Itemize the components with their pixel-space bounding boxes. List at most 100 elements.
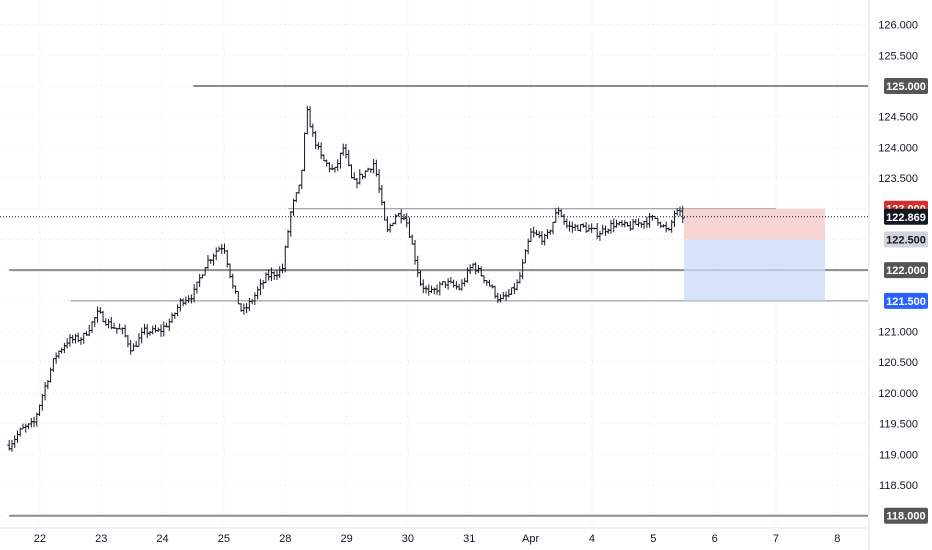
- ohlc-bar: [578, 224, 583, 232]
- ohlc-bar: [581, 223, 586, 228]
- ohlc-bar: [647, 213, 652, 228]
- ohlc-bar: [252, 292, 257, 305]
- price-label-badge: 122.500: [884, 231, 928, 248]
- ohlc-bar: [194, 281, 199, 294]
- ohlc-bar: [352, 172, 357, 180]
- ohlc-bar: [451, 279, 456, 288]
- ohlc-bar: [620, 220, 625, 227]
- ohlc-bar: [142, 323, 147, 335]
- ohlc-bar: [631, 218, 636, 230]
- ohlc-bar: [15, 430, 20, 443]
- ohlc-bar: [247, 297, 252, 312]
- ohlc-bar: [106, 319, 111, 329]
- ohlc-bar: [424, 285, 429, 294]
- ohlc-bar: [67, 334, 72, 347]
- ohlc-bar: [551, 221, 556, 235]
- ohlc-bar: [203, 267, 208, 276]
- ohlc-bar: [214, 247, 219, 261]
- price-tick-label: 124.500: [878, 112, 918, 124]
- ohlc-bar: [644, 216, 649, 228]
- stop-loss-zone: [683, 208, 826, 240]
- short-position-tool[interactable]: [683, 208, 826, 301]
- ohlc-bar: [131, 343, 136, 352]
- ohlc-bar: [435, 284, 440, 295]
- ohlc-bar: [294, 192, 299, 203]
- ohlc-bar: [421, 279, 426, 294]
- badge-label: 122.000: [886, 265, 926, 277]
- ohlc-bar: [211, 253, 216, 266]
- ohlc-bar: [559, 209, 564, 217]
- ohlc-bar: [548, 229, 553, 235]
- ohlc-bar: [672, 210, 677, 228]
- ohlc-bar: [40, 393, 45, 411]
- ohlc-bar: [250, 298, 255, 305]
- badge-background: [884, 507, 928, 524]
- badge-background: [884, 77, 928, 94]
- ohlc-bar: [664, 221, 669, 233]
- time-tick-label: 25: [218, 533, 230, 545]
- time-axis[interactable]: 22 23 24 25 28 29 30 31 Apr 4 5 6 7 8: [34, 533, 841, 545]
- ohlc-bar: [606, 228, 611, 234]
- ohlc-bar: [332, 166, 337, 173]
- ohlc-bar: [335, 159, 340, 171]
- price-axis[interactable]: 126.000 125.500 124.500 124.000 123.500 121.0…: [878, 20, 928, 524]
- price-label-badge: 122.869: [884, 208, 928, 225]
- price-tick-label: 120.000: [878, 388, 918, 400]
- ohlc-bar: [426, 284, 431, 296]
- ohlc-bar: [495, 292, 500, 304]
- ohlc-bar: [658, 221, 663, 229]
- time-tick-label: Apr: [522, 533, 539, 545]
- ohlc-bar: [319, 142, 324, 160]
- price-tick-label: 119.000: [879, 449, 918, 461]
- axis-separators: [0, 0, 870, 550]
- ohlc-bar: [537, 231, 542, 239]
- ohlc-bar: [603, 225, 608, 236]
- price-label-badge: 121.500: [884, 292, 928, 309]
- ohlc-bar: [241, 303, 246, 315]
- time-tick-label: 31: [463, 533, 475, 545]
- ohlc-bar: [481, 275, 486, 284]
- ohlc-bar: [286, 229, 291, 248]
- price-tick-label: 123.500: [878, 173, 918, 185]
- ohlc-bar: [181, 298, 186, 307]
- ohlc-bar: [109, 316, 114, 330]
- ohlc-bar: [288, 210, 293, 237]
- ohlc-bar: [377, 169, 382, 194]
- ohlc-bar: [197, 273, 202, 288]
- ohlc-bar: [432, 287, 437, 295]
- ohlc-bar: [553, 208, 558, 223]
- time-tick-label: 7: [773, 533, 779, 545]
- ohlc-bar: [258, 279, 263, 296]
- ohlc-bar: [167, 318, 172, 331]
- ohlc-bar: [90, 321, 95, 333]
- ohlc-bar: [54, 352, 59, 364]
- ohlc-bar: [291, 198, 296, 216]
- ohlc-bar: [37, 404, 42, 416]
- ohlc-bar: [343, 143, 348, 159]
- ohlc-bar: [473, 262, 478, 275]
- ohlc-bar: [418, 270, 423, 286]
- badge-label: 118.000: [886, 511, 925, 523]
- ohlc-bar: [192, 284, 197, 303]
- ohlc-bar: [562, 213, 567, 225]
- ohlc-bar: [675, 208, 680, 216]
- ohlc-bar: [9, 439, 14, 452]
- ohlc-bar: [586, 224, 591, 232]
- badge-label: 121.500: [886, 296, 926, 308]
- time-tick-label: 28: [279, 533, 291, 545]
- ohlc-bar: [236, 290, 241, 305]
- ohlc-bar: [59, 347, 64, 354]
- ohlc-bar: [29, 417, 34, 428]
- ohlc-bar: [633, 218, 638, 225]
- ohlc-bar: [283, 245, 288, 273]
- ohlc-bar: [357, 169, 362, 185]
- ohlc-bar: [327, 162, 332, 173]
- time-tick-label: 23: [95, 533, 107, 545]
- ohlc-bar: [297, 184, 302, 194]
- ohlc-bar: [255, 286, 260, 300]
- ohlc-bar: [117, 323, 122, 330]
- badge-label: 122.500: [886, 234, 926, 246]
- price-label-badge: 125.000: [884, 77, 928, 94]
